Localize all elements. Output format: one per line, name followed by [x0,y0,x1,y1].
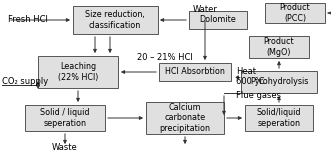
Text: Calcium
carbonate
precipitation: Calcium carbonate precipitation [160,103,211,133]
Text: HCl Absorbtion: HCl Absorbtion [165,67,225,76]
Text: Size reduction,
classification: Size reduction, classification [85,10,145,30]
Text: 600 °C: 600 °C [236,78,264,86]
Text: Pyrohydrolysis: Pyrohydrolysis [250,78,308,86]
Text: Waste: Waste [52,143,78,152]
Text: Dolomite: Dolomite [200,16,236,24]
Text: Fresh HCl: Fresh HCl [8,16,48,24]
Bar [241,71,317,93]
Text: Heat: Heat [236,67,256,76]
Text: Solid / liquid
seperation: Solid / liquid seperation [40,108,90,128]
Text: Water: Water [193,5,217,14]
Bar [72,6,158,34]
Text: 20 – 21% HCl: 20 – 21% HCl [137,54,193,62]
Bar [38,56,118,88]
Bar [159,63,231,81]
Bar [25,105,105,131]
Text: Solid/liquid
seperation: Solid/liquid seperation [257,108,301,128]
Bar [245,105,313,131]
Text: CO₂ supply: CO₂ supply [2,78,48,86]
Bar [265,3,325,23]
Text: Leaching
(22% HCl): Leaching (22% HCl) [58,62,98,82]
Bar [189,11,247,29]
Text: Product
(PCC): Product (PCC) [280,3,310,23]
Text: Product
(MgO): Product (MgO) [264,37,294,57]
Text: Flue gases: Flue gases [236,90,281,100]
Bar [249,36,309,58]
Bar [146,102,224,134]
